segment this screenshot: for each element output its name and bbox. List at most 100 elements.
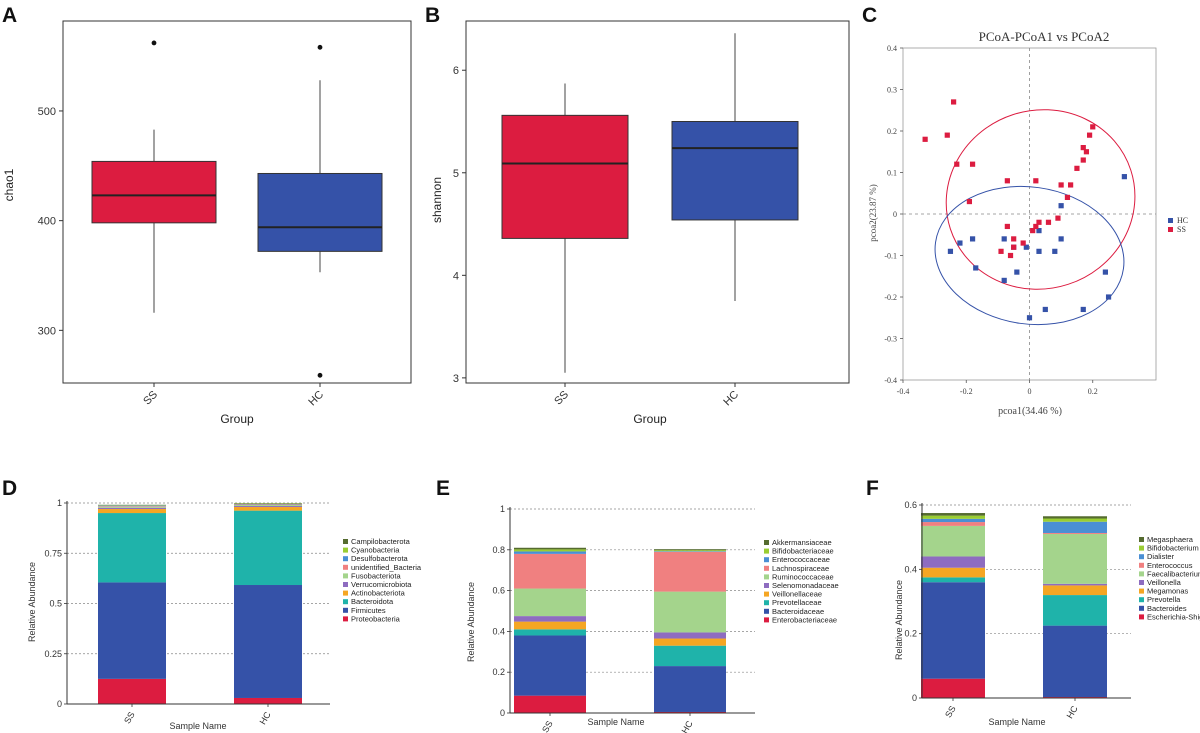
panel-d: D 0 0.25 0.5 0.75 1 SS HC CampilobacterotaCya…	[2, 477, 422, 731]
outlier-point	[317, 372, 323, 378]
point-ss	[944, 132, 950, 138]
panel-a-boxes	[91, 40, 383, 378]
bar-segment-veillonella	[1043, 583, 1107, 586]
panel-e-x-tick-labels: SS HC	[540, 713, 695, 733]
bar-segment-enterococcus	[1043, 532, 1107, 534]
legend-label: Enterobacteriaceae	[772, 615, 837, 624]
legend-label: unidentified_Bacteria	[351, 563, 422, 572]
bar-segment-verrucomicrobiota	[234, 506, 302, 508]
panel-b-x-tick-labels: SS HC	[552, 383, 741, 408]
bar-hc	[1043, 516, 1107, 698]
x-tick-label: SS	[122, 710, 137, 725]
panel-a-y-ticks: 300 400 500	[38, 106, 63, 337]
panel-b-y-label: shannon	[430, 177, 444, 223]
legend-swatch	[343, 564, 348, 570]
bar-segment-bifidobacterium	[921, 515, 985, 519]
point-ss	[1080, 157, 1086, 163]
bar-segment-actinobacteriota	[234, 507, 302, 511]
x-tick-label: SS	[552, 389, 571, 408]
point-hc	[1042, 306, 1048, 313]
bar-segment-akkermansiaceae	[514, 547, 586, 550]
bar-segment-bacteroidota	[234, 510, 302, 586]
legend-label-ss: SS	[1177, 225, 1186, 234]
panel-e-x-label: Sample Name	[587, 717, 644, 727]
x-tick-label: SS	[943, 704, 958, 719]
legend-label: Verrucomicrobiota	[351, 580, 412, 589]
bar-segment-prevotellaceae	[654, 645, 726, 667]
legend-label: Prevotellaceae	[772, 598, 822, 607]
panel-a-x-label: Group	[220, 412, 254, 426]
x-tick-label: HC	[1065, 704, 1080, 721]
box-hc	[671, 33, 799, 301]
point-hc	[1026, 315, 1033, 321]
point-ss	[969, 161, 976, 167]
box-ss	[91, 40, 217, 313]
bar-segment-enterobacteriaceae	[514, 695, 586, 713]
panel-e-y-ticks: 0 0.2 0.4 0.6 0.8 1	[492, 504, 510, 718]
bar-segment-faecalibacterium	[921, 525, 985, 557]
point-ss	[1030, 228, 1036, 234]
panel-f-x-label: Sample Name	[988, 717, 1045, 727]
x-tick-label: HC	[306, 389, 326, 409]
panel-c-title: PCoA-PCoA1 vs PCoA2	[979, 29, 1110, 44]
bar-segment-bacteroidaceae	[514, 635, 586, 696]
point-hc	[947, 248, 954, 254]
x-tick-label: HC	[258, 710, 273, 727]
bar-segment-firmicutes	[234, 585, 302, 698]
point-hc	[1001, 236, 1007, 242]
y-tick-label: 0.8	[492, 545, 505, 555]
y-tick-label: 500	[38, 106, 56, 118]
bar-segment-ruminococcaceae	[654, 591, 726, 633]
y-tick-label: 0	[912, 693, 917, 703]
x-tick-label: SS	[540, 719, 555, 733]
panel-d-y-ticks: 0 0.25 0.5 0.75 1	[44, 498, 67, 709]
point-ss	[1083, 149, 1090, 155]
bar-segment-ruminococcaceae	[514, 588, 586, 617]
legend-label: Lachnospiraceae	[772, 564, 829, 573]
panel-b-frame	[465, 20, 850, 384]
y-tick-label: -0.2	[884, 293, 897, 302]
box-iqr	[501, 114, 629, 239]
panel-d-legend: CampilobacterotaCyanobacteriaDesulfobact…	[343, 537, 422, 623]
bar-segment-bacteroidota	[98, 513, 166, 583]
legend-swatch	[764, 591, 769, 597]
legend-swatch	[1139, 545, 1144, 551]
point-ss	[1033, 178, 1039, 184]
outlier-point	[317, 44, 323, 50]
legend-label: Firmicutes	[351, 606, 386, 615]
panel-c-y-ticks: -0.4 -0.3 -0.2 -0.1 0 0.1 0.2 0.3 0.4	[884, 44, 903, 385]
legend-swatch	[1139, 554, 1144, 560]
bar-segment-megasphaera	[921, 513, 985, 516]
bar-ss	[921, 513, 985, 698]
panel-label-f: F	[866, 477, 879, 500]
panel-a: A 300 400 500 SS HC chao1 Group	[2, 4, 412, 426]
bar-segment-veillonella	[921, 556, 985, 568]
point-hc	[1058, 236, 1064, 242]
point-ss	[1033, 223, 1039, 230]
y-tick-label: 1	[500, 504, 505, 514]
legend-swatch	[343, 539, 348, 544]
bar-segment-veillonellaceae	[514, 621, 586, 630]
legend-label: Dialister	[1147, 552, 1175, 561]
bar-segment-prevotellaceae	[514, 629, 586, 636]
bar-segment-actinobacteriota	[98, 509, 166, 514]
panel-a-frame	[62, 20, 412, 384]
legend-swatch	[764, 574, 769, 580]
legend-swatch-hc	[1168, 218, 1173, 223]
bar-segment-lachnospiraceae	[514, 553, 586, 589]
legend-label: Proteobacteria	[351, 614, 401, 623]
legend-label: Enterococcaceae	[772, 555, 830, 564]
point-ss	[1090, 124, 1096, 130]
point-ss	[998, 248, 1004, 254]
bar-segment-faecalibacterium	[1043, 533, 1107, 584]
legend-label: Selenomonadaceae	[772, 581, 839, 590]
panel-f: F 0 0.2 0.4 0.6 SS HC MegasphaeraBifidobacte…	[866, 477, 1200, 727]
panel-b-y-ticks: 3 4 5 6	[453, 65, 466, 385]
y-tick-label: 0.3	[887, 86, 897, 95]
legend-label: Megasphaera	[1147, 535, 1194, 544]
y-tick-label: 0.4	[887, 44, 897, 53]
legend-swatch	[764, 583, 769, 588]
legend-swatch	[764, 600, 769, 606]
legend-label: Fusobacteriota	[351, 571, 401, 580]
panel-a-y-label: chao1	[2, 168, 16, 201]
